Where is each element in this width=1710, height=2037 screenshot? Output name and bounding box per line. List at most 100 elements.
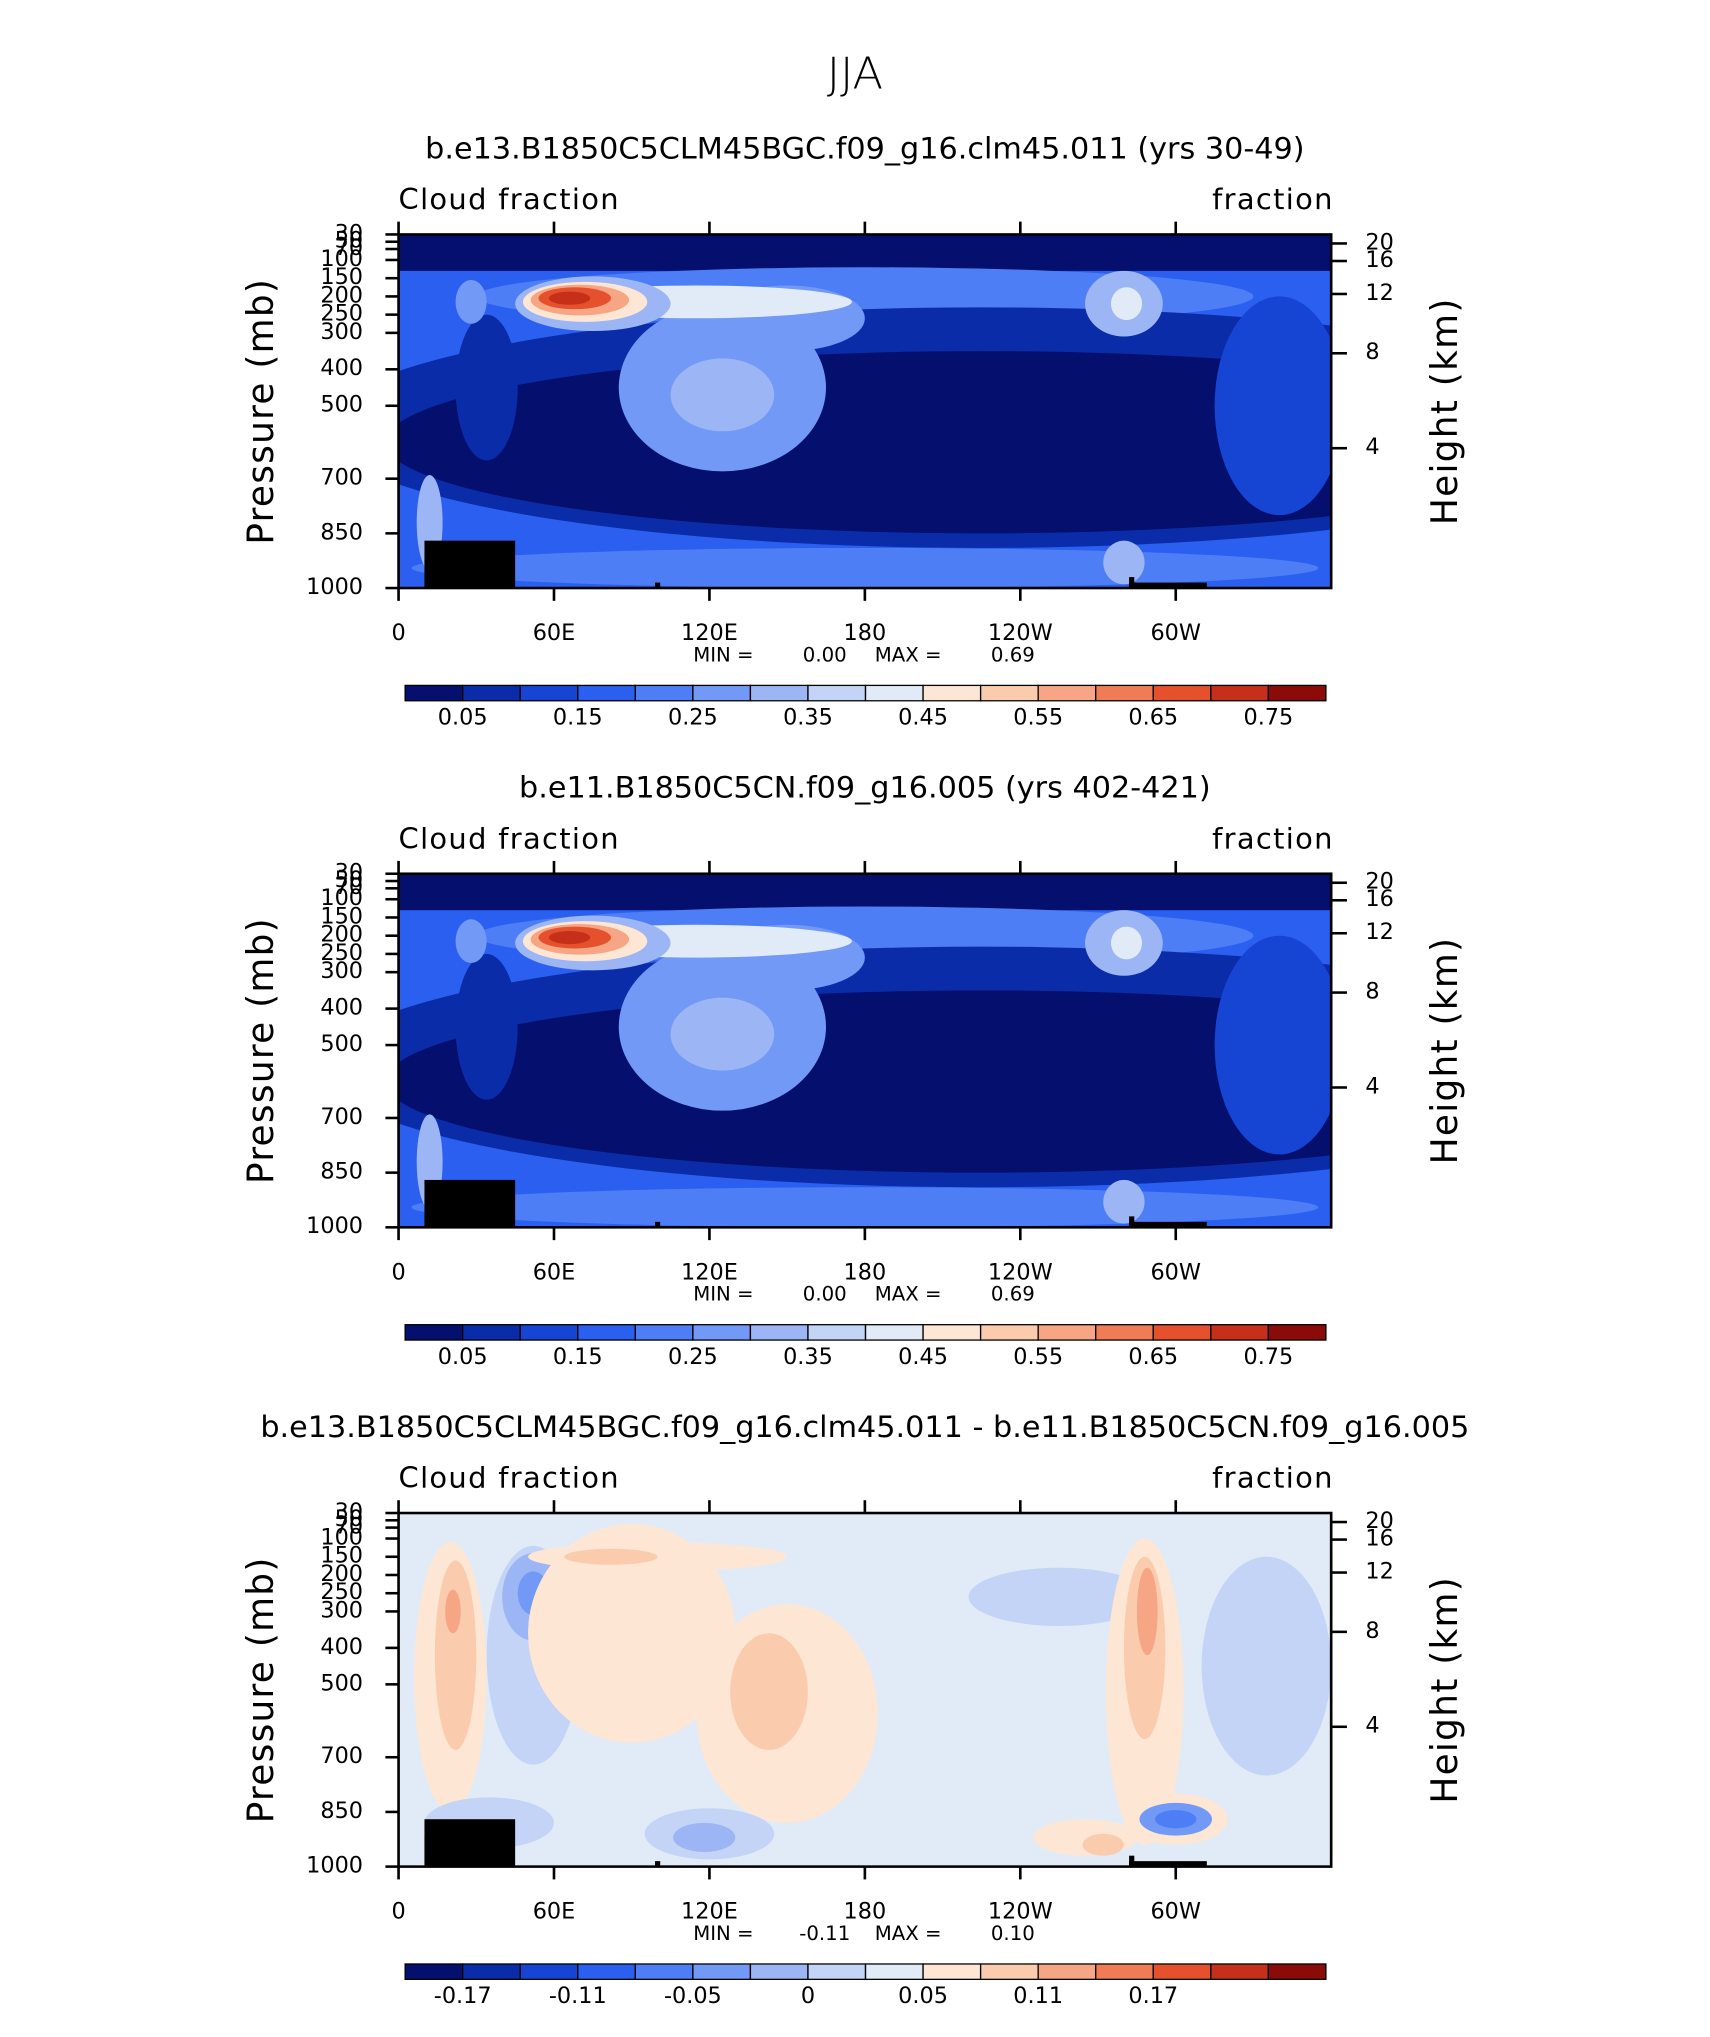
y-axis-label: Pressure (mb) <box>239 917 283 1184</box>
min-text: MIN = <box>693 1283 753 1306</box>
x-tick-label: 120W <box>988 1261 1053 1286</box>
colorbar-label: 0.45 <box>898 1345 948 1370</box>
field-blob <box>455 280 487 324</box>
colorbar-label: 0 <box>801 1984 815 2009</box>
field-blob <box>673 1822 736 1853</box>
y-tick-label: 70 <box>335 1515 363 1540</box>
y-tick-label: 50 <box>335 1507 363 1532</box>
y-axis-label: Pressure (mb) <box>239 278 283 545</box>
max-value: 0.69 <box>991 644 1035 667</box>
y-tick-label: 70 <box>335 236 363 261</box>
right-string: fraction <box>1212 822 1334 856</box>
colorbar-label: 0.35 <box>783 1345 833 1370</box>
colorbar-box <box>1095 1324 1154 1341</box>
colorbar-box <box>1095 684 1154 702</box>
x-tick-label: 60W <box>1150 621 1201 646</box>
y-tick-label: 500 <box>320 393 363 418</box>
field-blob <box>1033 1819 1137 1856</box>
contour-field <box>398 234 1332 589</box>
y-tick-label: 1000 <box>306 1214 363 1239</box>
colorbar-box <box>1037 1324 1097 1341</box>
field-blob <box>730 1633 808 1750</box>
colorbar-label: -0.05 <box>664 1984 722 2009</box>
colorbar-box <box>577 1963 636 1980</box>
colorbar-box <box>922 1324 982 1341</box>
x-tick-label: 0 <box>391 1261 405 1286</box>
land <box>655 1861 661 1867</box>
y2-axis-label: Height (km) <box>1423 937 1467 1165</box>
colorbar-box <box>577 684 636 702</box>
y-tick-label: 700 <box>320 1105 363 1130</box>
colorbar-box <box>807 1324 867 1341</box>
land <box>471 1183 492 1228</box>
field-blob <box>1103 1179 1145 1224</box>
colorbar-box <box>922 684 982 702</box>
colorbar-label: -0.11 <box>549 1984 607 2009</box>
colorbar-box <box>634 1324 694 1341</box>
colorbar-box <box>922 1963 982 1980</box>
y2-tick-label: 8 <box>1365 980 1379 1005</box>
colorbar-box <box>519 1963 579 1980</box>
field-blob <box>1136 1567 1158 1656</box>
y2-tick-label: 4 <box>1365 1714 1379 1739</box>
field-blob <box>398 990 1332 1173</box>
colorbar-box <box>519 1324 579 1341</box>
colorbar-box <box>1152 684 1212 702</box>
field-blob <box>564 1548 658 1565</box>
y-tick-label: 700 <box>320 1744 363 1769</box>
x-tick-label: 60E <box>533 1900 576 1925</box>
y-tick-label: 150 <box>320 1544 363 1569</box>
y-tick-label: 200 <box>320 1562 363 1587</box>
colorbar-label: 0.25 <box>668 1345 718 1370</box>
colorbar-box <box>979 1324 1039 1341</box>
y2-tick-label: 16 <box>1365 248 1393 273</box>
colorbar-label: 0.17 <box>1128 1984 1178 2009</box>
y-tick-label: 70 <box>335 875 363 900</box>
left-string: Cloud fraction <box>399 182 620 216</box>
colorbar-box <box>749 684 809 702</box>
max-value: 0.10 <box>991 1922 1035 1945</box>
land <box>471 544 492 589</box>
colorbar-label: 0.15 <box>553 706 603 731</box>
colorbar-box <box>807 684 867 702</box>
contour-field <box>398 873 1332 1228</box>
colorbar-box <box>1037 684 1097 702</box>
panel-title: b.e13.B1850C5CLM45BGC.f09_g16.clm45.011 … <box>425 132 1304 167</box>
y-tick-label: 30 <box>335 861 363 886</box>
field-fill <box>398 234 1332 271</box>
field-blob <box>1082 1833 1124 1856</box>
field-blob <box>434 1560 477 1750</box>
colorbar-box <box>1267 1963 1327 1980</box>
y2-tick-label: 20 <box>1365 1509 1393 1534</box>
x-tick-label: 60W <box>1150 1900 1201 1925</box>
land <box>1129 1221 1207 1228</box>
min-value: 0.00 <box>803 1283 847 1306</box>
colorbar-box <box>749 1324 809 1341</box>
max-text: MAX = <box>875 1922 942 1945</box>
land <box>1129 1855 1135 1867</box>
colorbar-box <box>404 1963 464 1980</box>
colorbar-label: 0.45 <box>898 706 948 731</box>
x-tick-label: 60E <box>533 621 576 646</box>
y2-axis-label: Height (km) <box>1423 297 1467 525</box>
colorbar-box <box>749 1963 809 1980</box>
land <box>1129 1861 1207 1867</box>
x-tick-label: 180 <box>844 621 887 646</box>
y-tick-label: 250 <box>320 941 363 966</box>
y-tick-label: 400 <box>320 996 363 1021</box>
y-tick-label: 700 <box>320 466 363 491</box>
y2-axis-label: Height (km) <box>1423 1576 1467 1804</box>
colorbar-box <box>1152 1324 1212 1341</box>
y-tick-label: 500 <box>320 1032 363 1057</box>
colorbar-box <box>404 1324 464 1341</box>
x-tick-label: 120W <box>988 621 1053 646</box>
y-tick-label: 300 <box>320 959 363 984</box>
colorbar-box <box>864 684 924 702</box>
x-tick-label: 120E <box>681 1900 738 1925</box>
colorbar-box <box>1210 1324 1270 1341</box>
x-tick-label: 60W <box>1150 1261 1201 1286</box>
max-text: MAX = <box>875 644 942 667</box>
panel-title: b.e13.B1850C5CLM45BGC.f09_g16.clm45.011 … <box>260 1410 1469 1445</box>
